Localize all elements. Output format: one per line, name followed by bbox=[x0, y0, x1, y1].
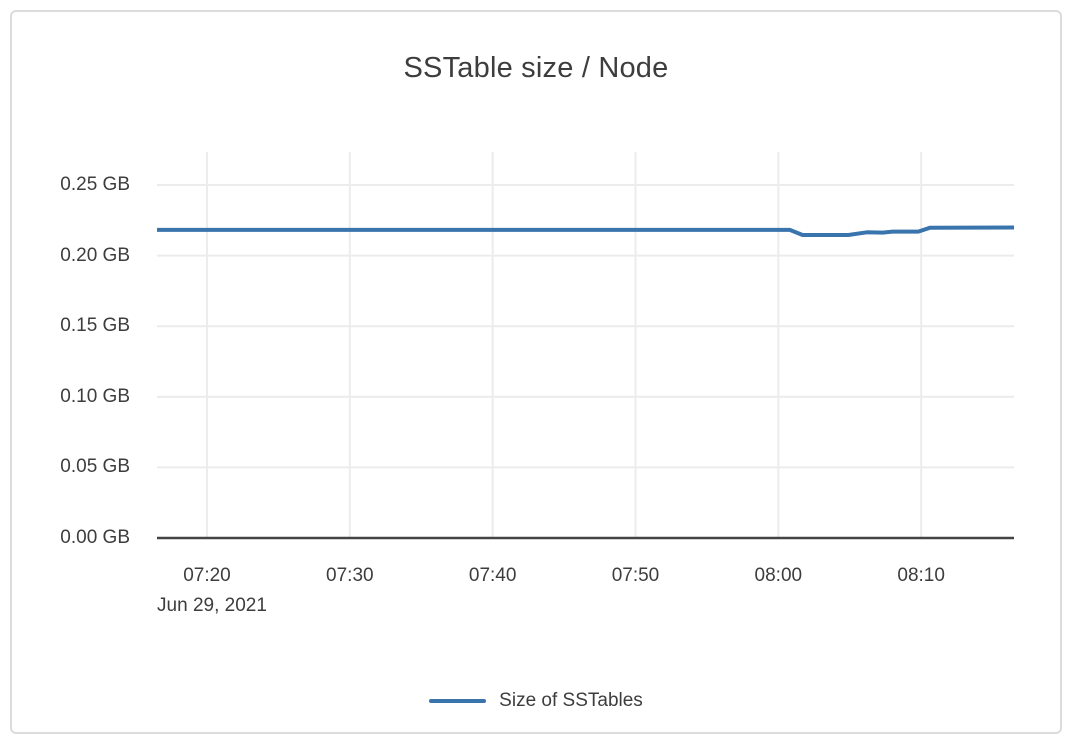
chart-title: SSTable size / Node bbox=[403, 52, 669, 84]
x-axis-date-label: Jun 29, 2021 bbox=[157, 595, 267, 616]
x-tick-label: 07:30 bbox=[326, 565, 374, 586]
y-tick-label: 0.00 GB bbox=[60, 527, 130, 548]
x-tick-label: 07:40 bbox=[468, 565, 517, 586]
chart-legend: Size of SSTables bbox=[12, 690, 1060, 712]
series-line-size-of-sstables bbox=[157, 225, 1015, 237]
y-tick-label: 0.15 GB bbox=[60, 315, 130, 337]
x-tick-label: 08:00 bbox=[754, 565, 803, 586]
y-tick-label: 0.05 GB bbox=[60, 456, 130, 478]
x-tick-label: 08:10 bbox=[897, 565, 945, 586]
legend-series-label: Size of SSTables bbox=[499, 690, 643, 711]
chart-card: SSTable size / Node 0.25 GB 0.20 GB 0.15 G… bbox=[10, 10, 1062, 734]
legend-line-swatch-icon bbox=[429, 699, 487, 703]
y-tick-label: 0.25 GB bbox=[60, 174, 130, 196]
y-tick-label: 0.10 GB bbox=[60, 385, 130, 407]
x-tick-label: 07:50 bbox=[611, 565, 660, 586]
x-tick-label: 07:20 bbox=[183, 565, 231, 586]
y-tick-label: 0.20 GB bbox=[60, 244, 130, 266]
plot-area: 0.25 GB 0.20 GB 0.15 GB 0.10 GB 0.05 GB 0.00 … bbox=[12, 12, 1060, 732]
plot-canvas bbox=[157, 152, 1015, 540]
